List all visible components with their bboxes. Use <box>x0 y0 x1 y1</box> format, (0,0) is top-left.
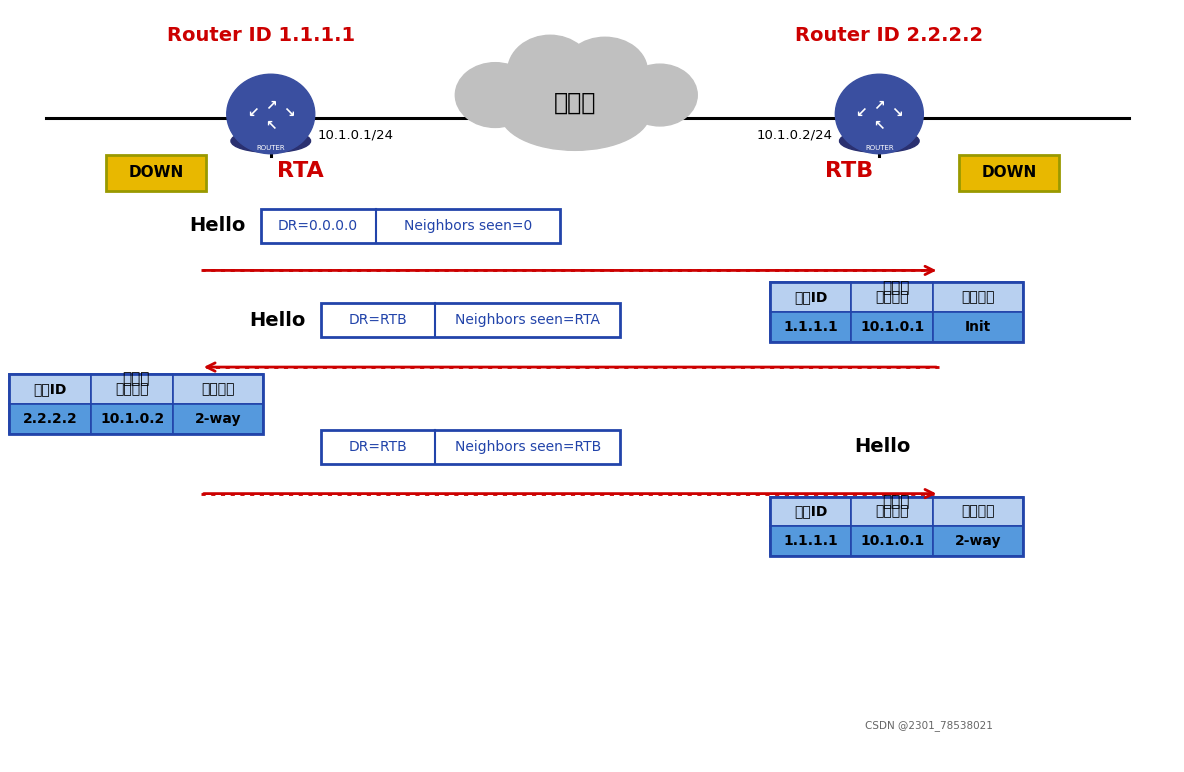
FancyBboxPatch shape <box>933 527 1023 557</box>
Text: ↘: ↘ <box>283 106 295 120</box>
Text: ROUTER: ROUTER <box>257 145 285 151</box>
FancyBboxPatch shape <box>933 283 1023 312</box>
Text: 邻居ID: 邻居ID <box>33 382 67 396</box>
Text: RTB: RTB <box>825 161 874 181</box>
Ellipse shape <box>623 64 697 126</box>
Text: ↖: ↖ <box>874 119 886 133</box>
FancyBboxPatch shape <box>173 374 263 404</box>
Text: 10.1.0.2/24: 10.1.0.2/24 <box>757 128 832 141</box>
FancyBboxPatch shape <box>851 283 933 312</box>
Text: Hello: Hello <box>189 216 246 235</box>
Ellipse shape <box>839 130 919 153</box>
Text: 2.2.2.2: 2.2.2.2 <box>22 412 78 426</box>
FancyBboxPatch shape <box>851 312 933 342</box>
Text: 2-way: 2-way <box>194 412 242 426</box>
FancyBboxPatch shape <box>173 404 263 434</box>
Text: ROUTER: ROUTER <box>866 145 894 151</box>
Text: 邻居地址: 邻居地址 <box>875 290 909 304</box>
Text: 邻居状态: 邻居状态 <box>961 290 995 304</box>
Text: DOWN: DOWN <box>982 165 1037 181</box>
FancyBboxPatch shape <box>260 208 560 242</box>
Ellipse shape <box>456 63 535 127</box>
FancyBboxPatch shape <box>770 496 851 527</box>
Text: Router ID 1.1.1.1: Router ID 1.1.1.1 <box>167 25 355 45</box>
Text: ↙: ↙ <box>856 106 867 120</box>
Text: 1.1.1.1: 1.1.1.1 <box>783 534 838 548</box>
Text: 邻居ID: 邻居ID <box>793 505 828 519</box>
Text: ↖: ↖ <box>265 119 277 133</box>
Text: 1.1.1.1: 1.1.1.1 <box>783 320 838 334</box>
Ellipse shape <box>227 74 315 154</box>
Text: RTA: RTA <box>277 161 324 181</box>
Ellipse shape <box>836 74 924 154</box>
Text: ↗: ↗ <box>265 99 277 113</box>
FancyBboxPatch shape <box>321 430 620 464</box>
Ellipse shape <box>500 76 650 151</box>
Text: 邻居表: 邻居表 <box>122 371 149 387</box>
Text: 10.1.0.2: 10.1.0.2 <box>99 412 165 426</box>
Text: Hello: Hello <box>855 437 910 456</box>
Ellipse shape <box>562 37 648 105</box>
Text: 10.1.0.1: 10.1.0.1 <box>860 534 925 548</box>
Ellipse shape <box>231 130 310 153</box>
Text: Init: Init <box>965 320 991 334</box>
Text: ↙: ↙ <box>247 106 258 120</box>
Text: 2-way: 2-way <box>954 534 1002 548</box>
FancyBboxPatch shape <box>770 312 851 342</box>
FancyBboxPatch shape <box>851 496 933 527</box>
FancyBboxPatch shape <box>107 155 206 191</box>
FancyBboxPatch shape <box>959 155 1058 191</box>
Text: 邻居ID: 邻居ID <box>793 290 828 304</box>
FancyBboxPatch shape <box>770 283 851 312</box>
Ellipse shape <box>508 36 592 107</box>
Text: Neighbors seen=RTA: Neighbors seen=RTA <box>455 313 600 327</box>
Text: Router ID 2.2.2.2: Router ID 2.2.2.2 <box>796 25 984 45</box>
FancyBboxPatch shape <box>851 527 933 557</box>
Text: 邻居表: 邻居表 <box>882 280 910 295</box>
Text: CSDN @2301_78538021: CSDN @2301_78538021 <box>866 720 993 731</box>
FancyBboxPatch shape <box>9 374 91 404</box>
Text: 10.1.0.1: 10.1.0.1 <box>860 320 925 334</box>
FancyBboxPatch shape <box>9 404 91 434</box>
Text: Neighbors seen=0: Neighbors seen=0 <box>404 218 532 232</box>
Text: 邻居状态: 邻居状态 <box>961 505 995 519</box>
Text: DR=RTB: DR=RTB <box>348 440 407 454</box>
FancyBboxPatch shape <box>91 404 173 434</box>
Text: DR=RTB: DR=RTB <box>348 313 407 327</box>
FancyBboxPatch shape <box>933 312 1023 342</box>
FancyBboxPatch shape <box>770 527 851 557</box>
FancyBboxPatch shape <box>321 303 620 337</box>
Text: DOWN: DOWN <box>128 165 184 181</box>
Text: 邻居地址: 邻居地址 <box>115 382 149 396</box>
FancyBboxPatch shape <box>91 374 173 404</box>
Text: Neighbors seen=RTB: Neighbors seen=RTB <box>455 440 600 454</box>
Text: ↘: ↘ <box>892 106 903 120</box>
Text: Hello: Hello <box>250 311 305 330</box>
Text: 网络云: 网络云 <box>554 91 597 115</box>
Text: ↗: ↗ <box>874 99 886 113</box>
Text: 10.1.0.1/24: 10.1.0.1/24 <box>317 128 393 141</box>
Text: 邻居表: 邻居表 <box>882 494 910 509</box>
Text: 邻居状态: 邻居状态 <box>201 382 234 396</box>
FancyBboxPatch shape <box>933 496 1023 527</box>
Text: DR=0.0.0.0: DR=0.0.0.0 <box>278 218 359 232</box>
Text: 邻居地址: 邻居地址 <box>875 505 909 519</box>
